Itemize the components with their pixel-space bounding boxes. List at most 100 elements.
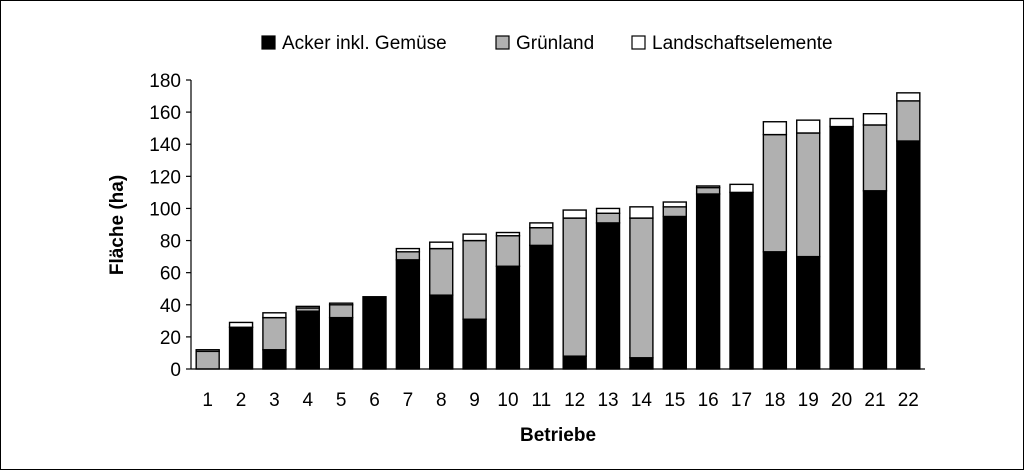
bar-segment-gruenland (462, 239, 487, 320)
bar-segment-gruenland (195, 350, 220, 370)
y-tick-label: 40 (160, 296, 181, 317)
bar-segment-landschaftselemente (729, 183, 754, 194)
x-tick-label: 13 (597, 390, 618, 411)
y-tick-label: 80 (160, 232, 181, 253)
bar-segment-landschaftselemente (896, 92, 921, 102)
bar-segment-acker (695, 193, 721, 370)
x-tick-label: 19 (798, 390, 819, 411)
bar-segment-acker (429, 294, 454, 370)
x-tick-label: 17 (731, 390, 752, 411)
legend-swatch (631, 35, 646, 50)
bar-segment-gruenland (695, 186, 721, 195)
bar-segment-acker (562, 355, 587, 370)
bar-segment-gruenland (395, 251, 421, 261)
bar-segment-acker (595, 222, 621, 370)
bar-segment-acker (762, 251, 788, 370)
y-tick-label: 140 (149, 135, 181, 156)
bar-segment-acker (362, 296, 387, 370)
bar-segment-acker (395, 259, 421, 370)
legend-swatch (261, 35, 276, 50)
bar-segment-acker (328, 316, 354, 370)
bar-segment-acker (262, 349, 287, 370)
bar-segment-acker (529, 244, 554, 370)
bar-segment-acker (796, 255, 821, 370)
x-tick-label: 7 (403, 390, 414, 411)
x-tick-label: 1 (202, 390, 213, 411)
bar-segment-gruenland (429, 247, 454, 296)
bar-segment-gruenland (862, 124, 888, 192)
x-tick-label: 16 (698, 390, 719, 411)
x-axis-title: Betriebe (520, 425, 596, 446)
x-tick-label: 5 (336, 390, 347, 411)
bar-segment-acker (862, 190, 888, 370)
y-axis: 0 20 40 60 80 100 120 140 160 180 (149, 71, 192, 381)
y-tick-label: 180 (149, 71, 181, 92)
bar-segment-acker (629, 357, 654, 370)
x-tick-label: 15 (664, 390, 685, 411)
bar-segment-acker (829, 125, 854, 370)
x-tick-label: 21 (864, 390, 885, 411)
bar-segment-gruenland (896, 100, 921, 142)
bar-segment-acker (462, 318, 487, 370)
bar-segment-landschaftselemente (395, 247, 421, 253)
bar-segment-landschaftselemente (762, 121, 788, 136)
bar-segment-gruenland (495, 235, 521, 267)
x-tick-label: 9 (469, 390, 480, 411)
bar-segment-gruenland (529, 227, 554, 247)
bar-segment-landschaftselemente (562, 209, 587, 219)
bar-segment-acker (495, 265, 521, 370)
bar-segment-gruenland (762, 133, 788, 253)
bar-segment-landschaftselemente (228, 321, 254, 328)
bar-segment-gruenland (262, 316, 287, 351)
legend-label: Landschaftselemente (652, 33, 833, 54)
x-tick-label: 12 (564, 390, 585, 411)
bar-segment-landschaftselemente (629, 206, 654, 219)
bar-segment-gruenland (629, 217, 654, 359)
bar-segment-gruenland (662, 206, 687, 218)
x-tick-label: 6 (369, 390, 380, 411)
y-tick-label: 20 (160, 328, 181, 349)
x-tick-label: 3 (269, 390, 280, 411)
bar-segment-acker (729, 191, 754, 370)
bar-segment-acker (896, 140, 921, 370)
x-tick-label: 11 (531, 390, 551, 411)
bar-segment-landschaftselemente (295, 305, 320, 309)
legend-swatch (495, 35, 510, 50)
x-tick-label: 18 (764, 390, 785, 411)
bar-segment-landschaftselemente (328, 302, 354, 306)
legend-label: Acker inkl. Gemüse (282, 33, 447, 54)
x-tick-label: 14 (631, 390, 653, 411)
y-tick-label: 120 (149, 167, 181, 188)
bar-segment-gruenland (328, 304, 354, 319)
bar-segment-landschaftselemente (862, 113, 888, 126)
bar-segment-landschaftselemente (495, 231, 521, 237)
bar-segment-landschaftselemente (429, 241, 454, 250)
y-tick-label: 160 (149, 103, 181, 124)
x-tick-label: 20 (831, 390, 852, 411)
bar-segment-landschaftselemente (595, 207, 621, 214)
legend: Acker inkl. Gemüse Grünland Landschaftsele… (261, 33, 833, 54)
x-tick-label: 10 (497, 390, 518, 411)
y-tick-label: 60 (160, 264, 181, 285)
y-tick-label: 0 (170, 360, 181, 381)
legend-label: Grünland (516, 33, 594, 54)
bar-segment-landschaftselemente (262, 312, 287, 319)
x-axis: 1 2 3 4 5 6 7 8 9 10 11 12 13 14 15 16 17 18 19 20 21 22 (191, 368, 925, 411)
bar-segment-landschaftselemente (829, 117, 854, 128)
bars (195, 92, 921, 370)
bar-segment-landschaftselemente (695, 185, 721, 189)
bar-segment-acker (662, 215, 687, 370)
bar-segment-acker (228, 326, 254, 370)
x-tick-label: 22 (898, 390, 919, 411)
bar-segment-landschaftselemente (796, 119, 821, 134)
bar-segment-landschaftselemente (662, 201, 687, 208)
bar-segment-gruenland (562, 217, 587, 357)
bar-segment-gruenland (595, 212, 621, 224)
x-tick-label: 2 (236, 390, 247, 411)
bar-segment-landschaftselemente (195, 349, 220, 353)
bar-segment-landschaftselemente (462, 233, 487, 242)
x-tick-label: 4 (302, 390, 313, 411)
bar-segment-acker (295, 310, 320, 370)
bar-segment-landschaftselemente (529, 222, 554, 229)
